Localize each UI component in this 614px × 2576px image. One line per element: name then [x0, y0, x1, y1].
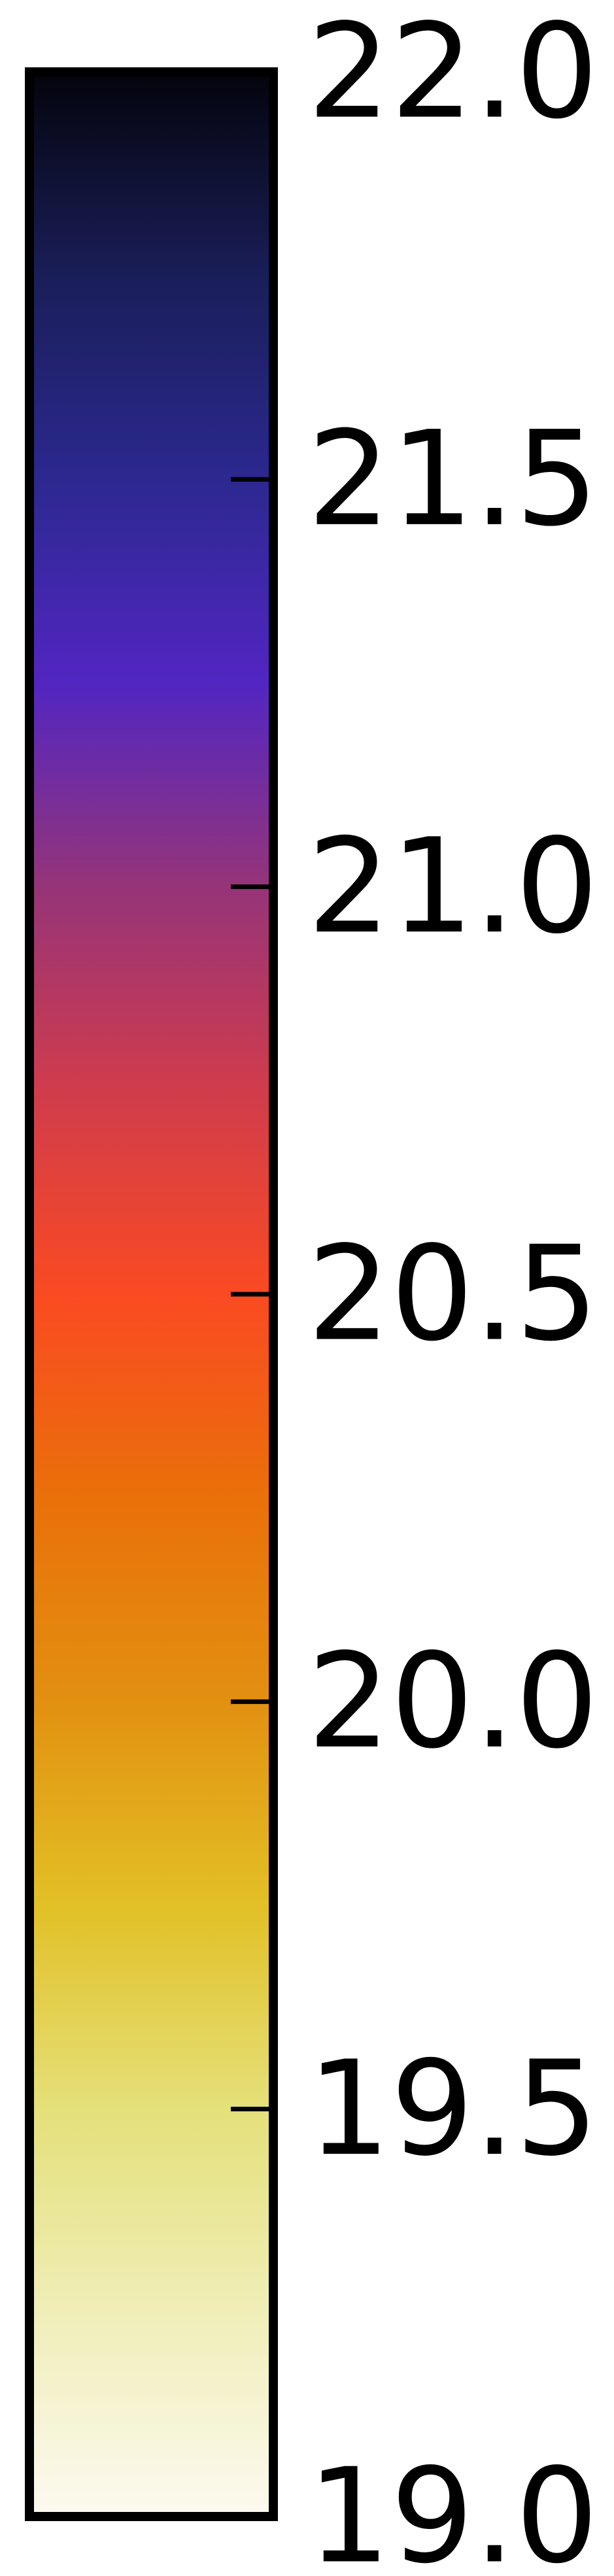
tick-label-21.5: 21.5: [307, 403, 598, 556]
tick-label-21.0: 21.0: [307, 811, 598, 963]
tick-labels: 19.0 19.5 20.0 20.5 21.0 21.5 22.0: [307, 0, 598, 2576]
tick-label-20.0: 20.0: [307, 1626, 598, 1778]
tick-label-19.0: 19.0: [307, 2441, 598, 2576]
tick-label-22.0: 22.0: [307, 0, 598, 148]
tick-label-19.5: 19.5: [307, 2033, 598, 2185]
colorbar-frame: [25, 67, 278, 2521]
tick-label-20.5: 20.5: [307, 1218, 598, 1371]
